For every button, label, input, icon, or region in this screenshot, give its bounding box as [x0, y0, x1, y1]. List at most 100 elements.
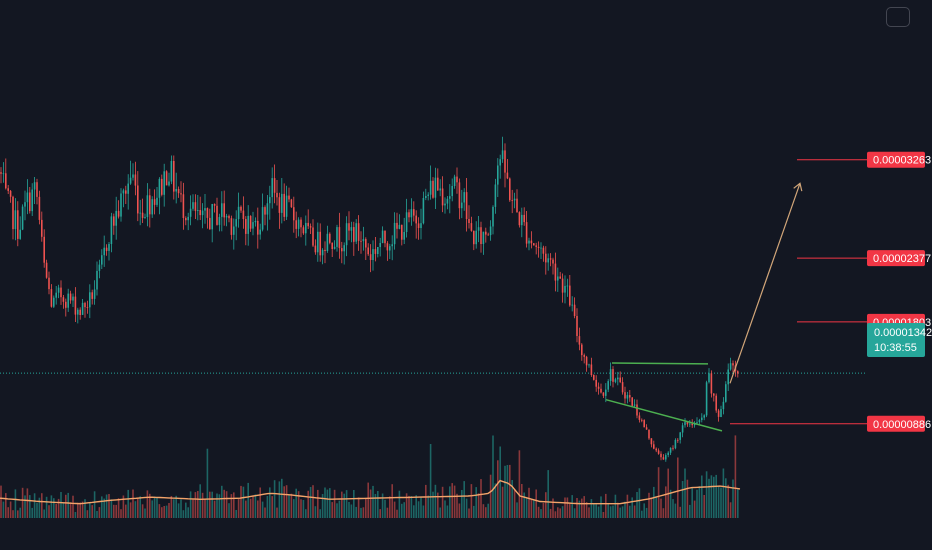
candle — [461, 189, 463, 219]
candle-body — [444, 203, 446, 206]
volume-bar — [528, 487, 530, 518]
candle — [14, 198, 17, 241]
candle-body — [518, 212, 521, 226]
volume-bar — [408, 495, 410, 518]
candle-body — [379, 243, 381, 247]
volume-bar — [432, 491, 434, 518]
candle-body — [17, 210, 19, 239]
candle-body — [261, 207, 264, 230]
candle — [144, 213, 146, 219]
candle-body — [180, 193, 182, 195]
volume-bar — [734, 435, 737, 518]
volume-bar — [41, 493, 43, 518]
candle — [516, 189, 518, 213]
candle — [240, 205, 242, 213]
candle — [168, 172, 170, 187]
candle-body — [317, 231, 319, 253]
candle-body — [691, 423, 693, 426]
candle — [619, 371, 621, 384]
candle-body — [499, 159, 501, 166]
pattern-trendlines — [605, 362, 723, 432]
volume-bar — [689, 504, 691, 518]
candle — [266, 195, 269, 231]
candle — [648, 429, 650, 440]
candle-body — [470, 223, 473, 231]
candle-body — [475, 230, 477, 245]
volume-bar — [81, 501, 84, 518]
candle — [559, 271, 561, 279]
volume-bar — [146, 490, 149, 518]
volume-bar — [552, 498, 554, 518]
candle — [470, 216, 473, 232]
volume-bar — [350, 504, 353, 518]
volume-bar — [151, 500, 153, 518]
candle — [252, 211, 254, 236]
volume-bar — [189, 491, 192, 518]
candle — [535, 242, 537, 255]
candle-body — [552, 259, 554, 264]
candle-body — [146, 195, 149, 217]
candle — [446, 196, 449, 210]
candle — [425, 188, 427, 201]
candle-body — [458, 182, 461, 209]
volume-bar — [48, 505, 50, 518]
candle — [415, 210, 417, 239]
volume-bar — [158, 504, 161, 518]
candle-body — [165, 171, 168, 186]
candle-body — [14, 210, 17, 230]
candle — [180, 181, 182, 203]
volume-bar — [353, 490, 355, 518]
current-price-label: 0.00001342 — [874, 327, 932, 339]
volume-bar — [204, 498, 206, 518]
candle — [170, 155, 173, 185]
candle — [667, 451, 669, 458]
volume-bar — [477, 493, 480, 518]
volume-bar — [636, 492, 638, 518]
volume-bar — [413, 505, 415, 518]
volume-bar — [259, 487, 261, 518]
volume-bar — [737, 489, 739, 518]
chart-settings-button[interactable] — [886, 7, 910, 27]
volume-bar — [607, 503, 609, 518]
candle — [578, 327, 581, 351]
volume-bar — [593, 503, 595, 518]
volume-bar — [417, 501, 420, 518]
volume-bar — [509, 464, 511, 518]
candle-body — [144, 217, 146, 218]
candle — [381, 226, 384, 244]
volume-bar — [21, 487, 24, 518]
volume-bar — [665, 486, 667, 518]
candle — [540, 242, 542, 259]
candle — [672, 445, 674, 451]
candle-body — [434, 177, 437, 198]
volume-bar — [523, 492, 525, 518]
candle — [710, 370, 713, 398]
volume-bar — [281, 478, 283, 518]
candle — [211, 203, 213, 243]
level-label: 0.00003263 — [873, 155, 931, 167]
volume-moving-average-line — [0, 479, 741, 505]
volume-bar — [225, 491, 228, 518]
candle-body — [439, 188, 441, 191]
projection-line — [729, 183, 801, 384]
candle-body — [125, 190, 127, 194]
candle-body — [86, 307, 89, 308]
candle-body — [521, 214, 523, 226]
volume-bar — [19, 507, 21, 518]
candle — [542, 245, 545, 262]
volume-bar — [305, 509, 307, 518]
candle-body — [122, 190, 125, 194]
candle-body — [19, 229, 21, 239]
candle — [571, 296, 573, 312]
volume-bar — [206, 448, 209, 518]
volume-bar — [451, 483, 453, 518]
volume-bar — [276, 507, 278, 518]
candle — [314, 239, 317, 255]
candle-body — [595, 379, 597, 387]
candle — [19, 216, 21, 240]
candle — [259, 223, 261, 240]
candle-body — [201, 210, 204, 216]
volume-bar — [561, 506, 564, 518]
candle — [703, 414, 705, 421]
volume-bar — [50, 495, 53, 518]
